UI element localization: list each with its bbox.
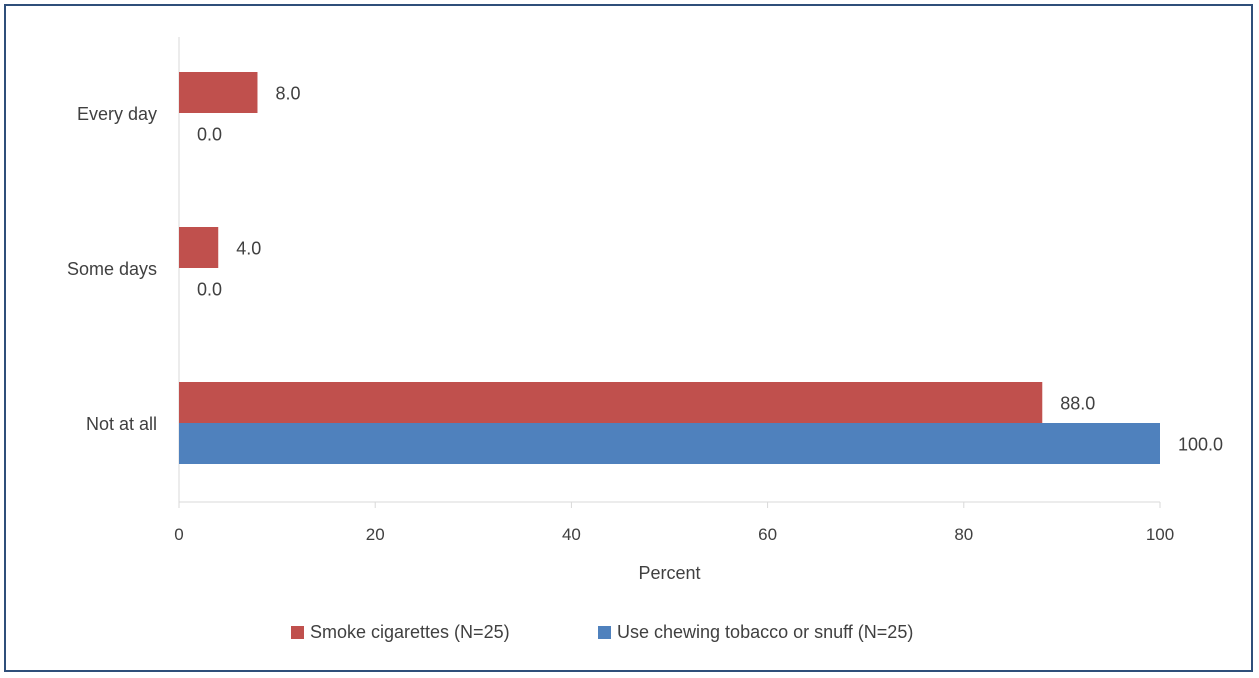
data-labels: 8.0 4.0 88.0 0.0 0.0 100.0 [197, 84, 1223, 455]
x-tick-label: 60 [758, 525, 777, 544]
x-tick-label: 80 [954, 525, 973, 544]
data-label: 100.0 [1178, 435, 1223, 455]
bar [179, 423, 1160, 464]
data-label: 8.0 [275, 84, 300, 104]
category-label: Not at all [86, 414, 157, 434]
bar [179, 227, 219, 268]
bar [179, 382, 1043, 423]
legend-swatch [291, 626, 304, 639]
data-label: 0.0 [197, 280, 222, 300]
category-label: Every day [77, 104, 157, 124]
bar [179, 72, 258, 113]
x-axis-title: Percent [638, 563, 700, 583]
legend-swatch [598, 626, 611, 639]
bars [179, 72, 1160, 464]
legend-label: Smoke cigarettes (N=25) [310, 622, 510, 642]
legend: Smoke cigarettes (N=25) Use chewing tobac… [291, 622, 913, 642]
data-label: 4.0 [236, 239, 261, 259]
data-label: 88.0 [1060, 394, 1095, 414]
x-tick-label: 100 [1146, 525, 1174, 544]
category-labels: Every day Some days Not at all [67, 104, 157, 434]
plot-area: 0 20 40 60 80 100 Every day Some days Not at al… [67, 37, 1223, 544]
legend-label: Use chewing tobacco or snuff (N=25) [617, 622, 913, 642]
category-label: Some days [67, 259, 157, 279]
data-label: 0.0 [197, 125, 222, 145]
x-tick-label: 40 [562, 525, 581, 544]
x-axis-ticks: 0 20 40 60 80 100 [174, 502, 1174, 544]
chart-frame [4, 4, 1253, 672]
x-tick-label: 20 [366, 525, 385, 544]
x-tick-label: 0 [174, 525, 183, 544]
